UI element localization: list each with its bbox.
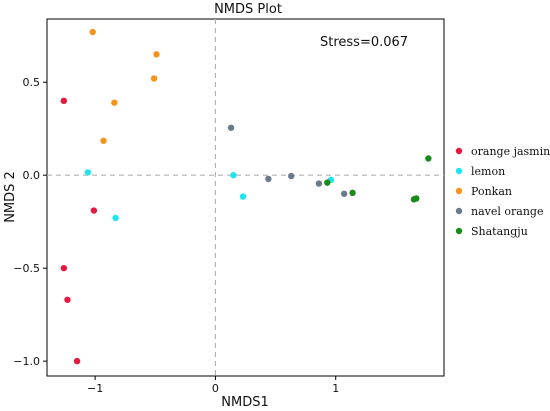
chart-title: NMDS Plot: [214, 2, 282, 17]
point-lemon: [112, 214, 119, 222]
legend-marker-lemon: [455, 167, 463, 175]
y-tick-label: −0.5: [13, 262, 40, 275]
point-ponkan: [89, 28, 96, 36]
y-tick-label: −1.0: [13, 355, 40, 368]
point-navel-orange: [288, 172, 295, 180]
point-lemon: [239, 193, 247, 200]
point-orange-jasmine: [60, 264, 68, 272]
legend-marker-shatangju: [455, 227, 463, 235]
legend-label-lemon: lemon: [471, 165, 505, 178]
data-points: [60, 28, 432, 365]
point-orange-jasmine: [60, 97, 68, 105]
point-shatangju: [425, 155, 432, 162]
point-shatangju: [349, 189, 356, 197]
point-navel-orange: [340, 190, 348, 197]
y-tick-label: 0.5: [23, 76, 41, 89]
legend-label-ponkan: Ponkan: [471, 185, 512, 198]
point-orange-jasmine: [73, 357, 81, 365]
point-orange-jasmine: [90, 207, 98, 214]
plot-frame: [46, 18, 445, 377]
x-tick-label: −1: [87, 382, 103, 395]
reference-lines: [47, 19, 444, 376]
x-axis-label: NMDS1: [221, 395, 268, 410]
point-ponkan: [150, 75, 158, 82]
legend: orange jasmine lemon Ponkan navel orange Sha…: [455, 145, 550, 238]
point-shatangju: [324, 179, 331, 186]
point-lemon: [84, 169, 92, 176]
x-axis-ticks: −1 0 1: [87, 376, 339, 395]
legend-label-orange-jasmine: orange jasmine: [471, 145, 550, 158]
x-tick-label: 0: [212, 382, 219, 395]
point-ponkan: [100, 137, 107, 144]
y-axis-label: NMDS 2: [3, 171, 18, 223]
y-axis-ticks: −1.0 −0.5 0.0 0.5: [13, 76, 47, 368]
point-navel-orange: [265, 175, 272, 183]
point-ponkan: [153, 51, 160, 58]
point-navel-orange: [315, 180, 323, 187]
x-tick-label: 1: [332, 382, 339, 395]
point-navel-orange: [227, 124, 235, 131]
legend-marker-ponkan: [455, 187, 463, 195]
legend-label-navel-orange: navel orange: [471, 205, 543, 218]
point-orange-jasmine: [64, 296, 71, 303]
y-tick-label: 0.0: [23, 169, 41, 182]
legend-label-shatangju: Shatangju: [471, 225, 528, 238]
stress-annotation: Stress=0.067: [320, 35, 408, 50]
legend-marker-orange-jasmine: [455, 147, 463, 155]
point-shatangju: [413, 195, 420, 202]
point-lemon: [230, 171, 237, 179]
point-ponkan: [111, 99, 118, 106]
legend-marker-navel-orange: [455, 207, 463, 215]
